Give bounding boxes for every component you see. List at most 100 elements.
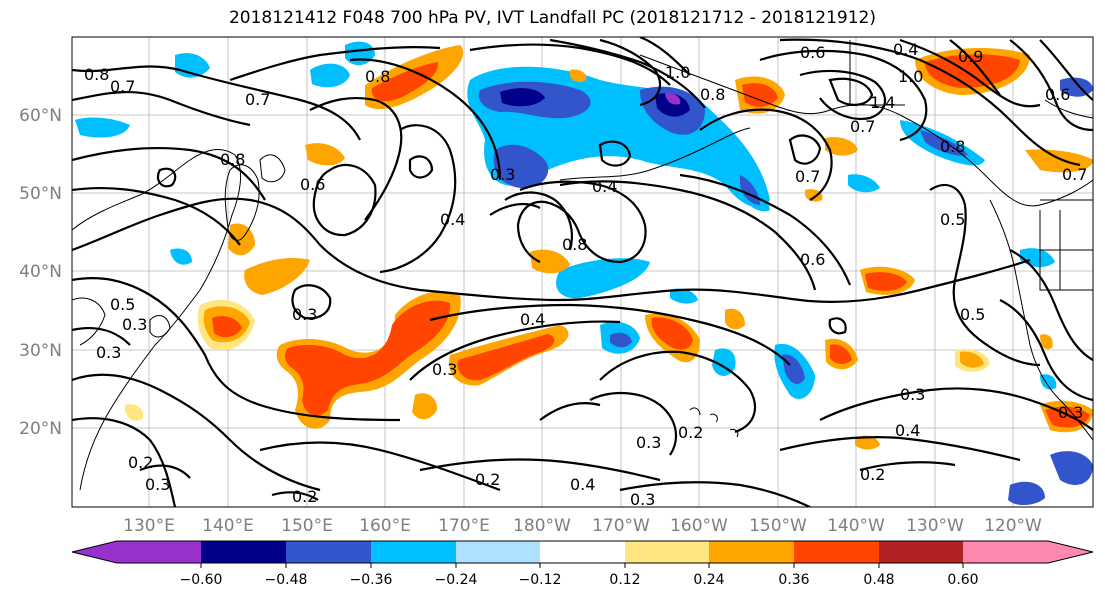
coastlines [72, 40, 1093, 491]
lon-label: 140°E [202, 516, 254, 536]
colorbar-bin [371, 541, 456, 563]
contour-label: 0.6 [800, 43, 825, 62]
lon-label: 120°W [984, 516, 1042, 536]
colorbar-bin [201, 541, 286, 563]
contour-label: 0.3 [1058, 403, 1083, 422]
contour-label: 0.8 [562, 235, 587, 254]
lon-label: 150°W [749, 516, 807, 536]
contour-label: 0.7 [110, 77, 135, 96]
positive-region [1025, 149, 1093, 173]
colorbar-outline [71, 540, 1094, 564]
positive-region [805, 189, 823, 202]
negative-region [1008, 481, 1045, 506]
lat-label-40n: 40°N [19, 262, 62, 282]
positive-region [865, 272, 907, 291]
contour-label: 0.2 [678, 423, 703, 442]
contour-label: 0.8 [700, 85, 725, 104]
contour-label: 0.4 [570, 475, 595, 494]
lon-label: 150°E [281, 516, 333, 536]
contour-label: 0.2 [475, 470, 500, 489]
colorbar-tick-label: −0.60 [180, 572, 223, 588]
colorbar-bin [72, 541, 201, 563]
negative-region [310, 63, 350, 88]
map-border [71, 36, 1094, 508]
lon-label: 160°W [670, 516, 728, 536]
colorbar-tick-label: 0.24 [693, 572, 724, 588]
positive-region [212, 316, 242, 338]
negative-region [556, 258, 650, 299]
negative-region [1040, 374, 1057, 390]
colorbar-bin [456, 541, 540, 563]
lat-label-60n: 60°N [19, 106, 62, 126]
colorbar-tick-label: 0.36 [778, 572, 809, 588]
negative-region [170, 248, 192, 265]
contour-label: 0.2 [128, 453, 153, 472]
positive-region [284, 300, 451, 416]
lat-label-30n: 30°N [19, 341, 62, 361]
contour-label: 0.2 [292, 487, 317, 506]
longitude-labels: 130°E 140°E 150°E 160°E 170°E 180°W 170°… [123, 516, 1042, 536]
positive-region [742, 83, 778, 107]
colorbar-tick-label: 0.48 [863, 572, 894, 588]
lon-label: 160°E [359, 516, 411, 536]
lon-label: 130°E [123, 516, 175, 536]
contour-label: 0.3 [490, 165, 515, 184]
colorbar-bin [286, 541, 371, 563]
contour-label: 1.0 [665, 63, 690, 82]
contour-label: 0.6 [800, 250, 825, 269]
positive-region [855, 435, 880, 450]
lon-label: 180°W [513, 516, 571, 536]
contour-label: 0.7 [1062, 165, 1087, 184]
contour-label: 0.3 [145, 475, 170, 494]
contour-label: 0.6 [300, 175, 325, 194]
positive-region [530, 249, 570, 274]
negative-region [655, 93, 690, 117]
lat-label-20n: 20°N [19, 419, 62, 439]
contour-label: 0.8 [84, 65, 109, 84]
positive-region [570, 69, 587, 83]
contour-label: 0.2 [860, 465, 885, 484]
lon-label: 170°W [592, 516, 650, 536]
colorbar-bin [625, 541, 709, 563]
negative-region [1050, 451, 1093, 485]
positive-region [457, 334, 555, 381]
positive-region [371, 62, 439, 102]
negative-region [848, 174, 880, 193]
negative-region [500, 88, 545, 107]
lon-label: 130°W [906, 516, 964, 536]
contour-label: 0.3 [900, 385, 925, 404]
positive-region [244, 258, 310, 295]
contour-label: 0.3 [630, 490, 655, 509]
latitude-labels: 60°N 50°N 40°N 30°N 20°N [19, 106, 62, 439]
colorbar-tick-label: −0.24 [435, 572, 478, 588]
colorbar-tick-label: −0.36 [350, 572, 393, 588]
contour-label: 0.3 [96, 343, 121, 362]
contour-label: 0.3 [122, 315, 147, 334]
negative-region [712, 348, 736, 376]
negative-region [493, 144, 549, 189]
positive-region [305, 143, 345, 166]
contour-label: 0.7 [795, 167, 820, 186]
contour-label: 0.6 [1045, 85, 1070, 104]
colorbar-bin [963, 541, 1093, 563]
positive-region [651, 317, 693, 350]
contour-label: 0.5 [940, 210, 965, 229]
negative-region [75, 117, 130, 138]
contour-label: 0.4 [440, 210, 465, 229]
contour-label: 0.5 [110, 295, 135, 314]
lon-label: 140°W [827, 516, 885, 536]
colorbar-tick-label: −0.12 [519, 572, 562, 588]
contour-label: 0.8 [940, 137, 965, 156]
positive-region [925, 54, 1020, 88]
negative-region [670, 288, 698, 304]
positive-region [830, 344, 852, 364]
lat-label-50n: 50°N [19, 184, 62, 204]
colorbar-tick-label: 0.60 [947, 572, 978, 588]
negative-region [610, 332, 632, 348]
colorbar-bin [879, 541, 963, 563]
contour-label: 1.4 [870, 93, 895, 112]
contour-label: 0.4 [895, 421, 920, 440]
positive-region [1040, 334, 1053, 350]
contour-label: 0.8 [365, 67, 390, 86]
